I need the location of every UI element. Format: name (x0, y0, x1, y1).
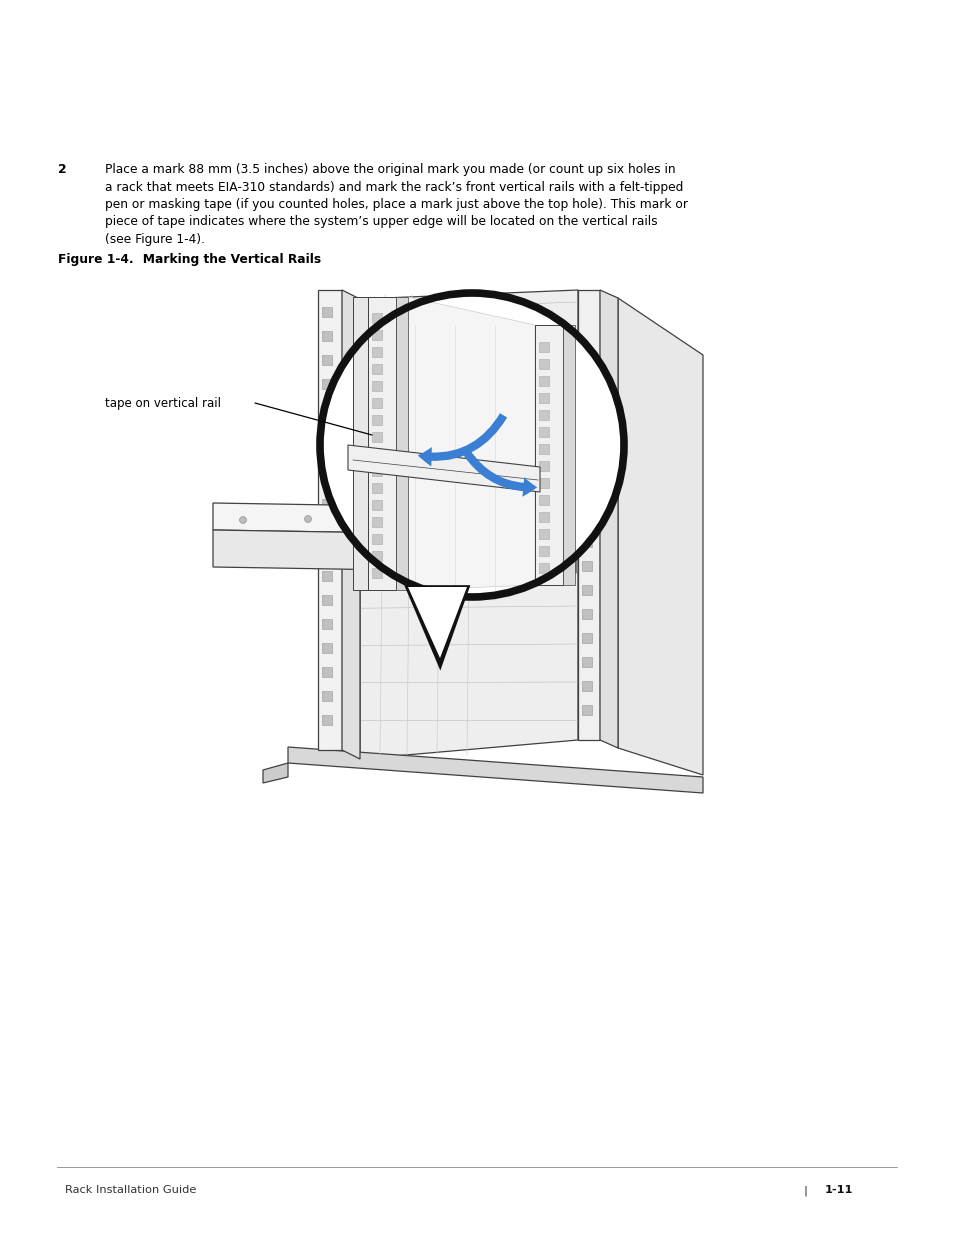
Bar (538, 427, 548, 437)
Bar (322, 547, 332, 557)
Text: Place a mark 88 mm (3.5 inches) above the original mark you made (or count up si: Place a mark 88 mm (3.5 inches) above th… (105, 163, 675, 177)
Text: a rack that meets EIA-310 standards) and mark the rack’s front vertical rails wi: a rack that meets EIA-310 standards) and… (105, 180, 682, 194)
Polygon shape (410, 589, 464, 659)
Bar (353, 296, 368, 590)
Bar (322, 379, 332, 389)
Bar (322, 427, 332, 437)
Text: Figure 1-4.: Figure 1-4. (58, 253, 133, 266)
Bar (322, 715, 332, 725)
Bar (581, 585, 592, 595)
Polygon shape (213, 530, 576, 573)
Bar (538, 359, 548, 369)
Polygon shape (341, 501, 578, 519)
Bar (322, 643, 332, 653)
Bar (322, 595, 332, 605)
Bar (581, 609, 592, 619)
Bar (372, 382, 381, 391)
Bar (372, 432, 381, 442)
Circle shape (239, 516, 246, 524)
Bar (322, 667, 332, 677)
Bar (372, 330, 381, 340)
Polygon shape (288, 747, 702, 793)
Bar (581, 489, 592, 499)
FancyArrowPatch shape (462, 450, 537, 496)
Circle shape (319, 293, 623, 597)
Text: 2: 2 (58, 163, 67, 177)
Bar (322, 522, 332, 534)
Bar (372, 312, 381, 324)
Bar (322, 499, 332, 509)
Bar (322, 692, 332, 701)
Bar (372, 483, 381, 493)
Bar (372, 466, 381, 475)
Text: piece of tape indicates where the system’s upper edge will be located on the ver: piece of tape indicates where the system… (105, 215, 657, 228)
Circle shape (524, 521, 531, 529)
Polygon shape (618, 298, 702, 776)
Bar (535, 325, 562, 585)
Bar (581, 561, 592, 571)
Polygon shape (578, 290, 599, 740)
Polygon shape (359, 290, 578, 760)
Bar (368, 296, 395, 590)
FancyArrowPatch shape (417, 414, 507, 467)
Text: Rack Installation Guide: Rack Installation Guide (65, 1186, 196, 1195)
Bar (581, 513, 592, 522)
Bar (581, 466, 592, 475)
Bar (322, 308, 332, 317)
Circle shape (304, 515, 312, 522)
Bar (581, 657, 592, 667)
Bar (322, 475, 332, 485)
Bar (372, 517, 381, 527)
Bar (372, 415, 381, 425)
Bar (322, 451, 332, 461)
Bar (372, 398, 381, 408)
Polygon shape (348, 445, 539, 492)
Bar (322, 571, 332, 580)
Bar (538, 375, 548, 387)
Polygon shape (263, 763, 288, 783)
Bar (322, 331, 332, 341)
Text: tape on vertical rail: tape on vertical rail (105, 396, 221, 410)
Bar (372, 450, 381, 459)
Bar (372, 568, 381, 578)
Text: |: | (802, 1186, 806, 1195)
Bar (538, 563, 548, 573)
Bar (372, 364, 381, 374)
Bar (372, 551, 381, 561)
Polygon shape (213, 503, 576, 536)
Bar (538, 461, 548, 471)
Bar (538, 478, 548, 488)
Bar (538, 546, 548, 556)
Bar (581, 680, 592, 692)
Bar (538, 410, 548, 420)
Bar (581, 705, 592, 715)
Bar (562, 325, 575, 585)
Text: (see Figure 1-4).: (see Figure 1-4). (105, 233, 205, 246)
Text: pen or masking tape (if you counted holes, place a mark just above the top hole): pen or masking tape (if you counted hole… (105, 198, 687, 211)
Bar (538, 445, 548, 454)
Polygon shape (408, 296, 535, 590)
Polygon shape (317, 290, 341, 750)
Bar (322, 619, 332, 629)
Bar (581, 634, 592, 643)
Bar (322, 403, 332, 412)
Bar (581, 441, 592, 451)
Bar (322, 354, 332, 366)
Bar (372, 347, 381, 357)
Bar (395, 296, 408, 590)
Bar (372, 534, 381, 543)
Bar (538, 393, 548, 403)
Bar (372, 500, 381, 510)
Polygon shape (341, 290, 359, 760)
Text: Marking the Vertical Rails: Marking the Vertical Rails (130, 253, 321, 266)
Bar (581, 537, 592, 547)
Bar (538, 513, 548, 522)
Bar (538, 495, 548, 505)
Text: 1-11: 1-11 (824, 1186, 853, 1195)
Polygon shape (599, 290, 618, 748)
Bar (538, 342, 548, 352)
Polygon shape (408, 587, 467, 658)
Bar (538, 529, 548, 538)
